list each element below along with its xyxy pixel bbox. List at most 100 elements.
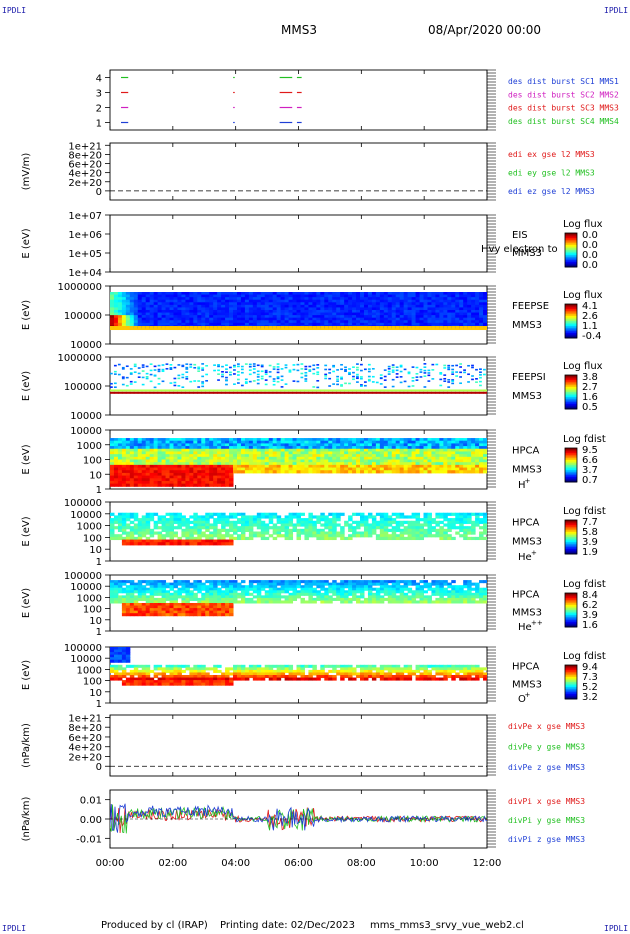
spectrogram-cell [403, 446, 409, 450]
spectrogram-cell [328, 454, 333, 458]
spectrogram-cell [110, 382, 113, 385]
spectrogram-cell [260, 307, 266, 311]
spectrogram-cell [213, 542, 218, 546]
spectrogram-cell [296, 464, 301, 469]
spectrogram-cell [292, 456, 298, 460]
spectrogram-cell [312, 391, 317, 394]
spectrogram-cell [324, 518, 329, 522]
spectrogram-cell [379, 446, 385, 450]
spectrogram-cell [407, 515, 413, 519]
spectrogram-cell [479, 536, 484, 541]
spectrogram-cell [173, 590, 178, 594]
spectrogram-cell [419, 534, 425, 538]
spectrogram-cell [367, 462, 373, 466]
spectrogram-cell [185, 376, 189, 378]
spectrogram-cell [451, 440, 456, 444]
spectrogram-cell [479, 391, 484, 394]
spectrogram-cell [356, 534, 361, 538]
spectrogram-cell [173, 478, 178, 482]
spectrogram-cell [153, 292, 159, 296]
spectrogram-cell [324, 304, 329, 308]
spectrogram-cell [435, 317, 440, 321]
spectrogram-cell [177, 518, 182, 522]
spectrogram-cell [467, 297, 472, 301]
spectrogram-cell [320, 446, 325, 450]
spectrogram-cell [177, 605, 182, 609]
spectrogram-cell [264, 456, 270, 460]
spectrogram-cell [197, 448, 202, 452]
spectrogram-cell [177, 317, 182, 321]
spectrogram-cell [129, 539, 135, 543]
spectrogram-cell [221, 440, 226, 444]
spectrogram-cell [125, 312, 131, 316]
spectrogram-cell [383, 294, 389, 298]
spectrogram-cell [288, 438, 294, 442]
spectrogram-cell [395, 302, 401, 306]
spectrogram-cell [153, 299, 159, 303]
spectrogram-cell [240, 384, 244, 387]
spectrogram-cell [213, 531, 218, 535]
spectrogram-cell [256, 515, 262, 519]
spectrogram-cell [141, 297, 147, 301]
spectrogram-cell [121, 377, 125, 380]
spectrogram-cell [328, 440, 333, 444]
spectrogram-cell [371, 292, 377, 296]
spectrogram-cell [427, 380, 431, 382]
spectrogram-cell [324, 299, 329, 303]
spectrogram-cell [471, 364, 474, 367]
spectrogram-cell [129, 464, 135, 469]
spectrogram-cell [256, 292, 262, 296]
spectrogram-cell [272, 299, 278, 303]
spectrogram-cell [320, 515, 325, 519]
spectrogram-cell [419, 467, 425, 471]
spectrogram-cell [443, 518, 448, 522]
panel-frame [109, 356, 488, 416]
spectrogram-cell [320, 322, 325, 326]
spectrogram-cell [312, 454, 317, 458]
spectrogram-cell [173, 381, 177, 384]
spectrogram-cell [483, 528, 487, 532]
spectrogram-cell [348, 382, 351, 385]
spectrogram-cell [133, 448, 139, 452]
spectrogram-cell [185, 326, 190, 331]
spectrogram-cell [280, 297, 286, 301]
spectrogram-cell [439, 443, 444, 447]
spectrogram-cell [304, 302, 309, 306]
spectrogram-cell [153, 475, 159, 479]
spectrogram-cell [399, 454, 405, 458]
spectrogram-cell [236, 307, 242, 311]
spectrogram-cell [336, 464, 341, 469]
spectrogram-cell [391, 456, 397, 460]
spectrogram-cell [443, 364, 447, 367]
spectrogram-cell [248, 315, 254, 319]
spectrogram-cell [360, 459, 365, 463]
y-tick-label: 100000 [64, 311, 102, 322]
spectrogram-cell [117, 467, 123, 471]
spectrogram-cell [399, 520, 405, 524]
spectrogram-cell [177, 374, 181, 377]
spectrogram-cell [387, 322, 393, 326]
spectrogram-cell [169, 368, 173, 370]
spectrogram-cell [229, 451, 234, 455]
spectrogram-cell [423, 317, 428, 321]
panel-label: FEEPSE [512, 301, 549, 312]
spectrogram-cell [153, 526, 159, 530]
spectrogram-cell [233, 462, 238, 466]
spectrogram-cell [336, 467, 341, 471]
spectrogram-cell [133, 605, 139, 609]
spectrogram-cell [244, 518, 250, 522]
spectrogram-cell [133, 454, 139, 458]
spectrogram-cell [193, 603, 198, 607]
spectrogram-cell [229, 454, 234, 458]
spectrogram-cell [483, 304, 487, 308]
spectrogram-cell [181, 483, 186, 487]
spectrogram-cell [304, 304, 309, 308]
spectrogram-cell [391, 464, 397, 469]
spectrogram-cell [110, 448, 115, 452]
spectrogram-cell [141, 597, 147, 601]
colorbar-cell [565, 253, 577, 256]
colorbar-tick-label: 6.6 [582, 455, 598, 466]
spectrogram-cell [383, 464, 389, 469]
spectrogram-cell [352, 448, 357, 452]
spectrogram-cell [407, 302, 413, 306]
